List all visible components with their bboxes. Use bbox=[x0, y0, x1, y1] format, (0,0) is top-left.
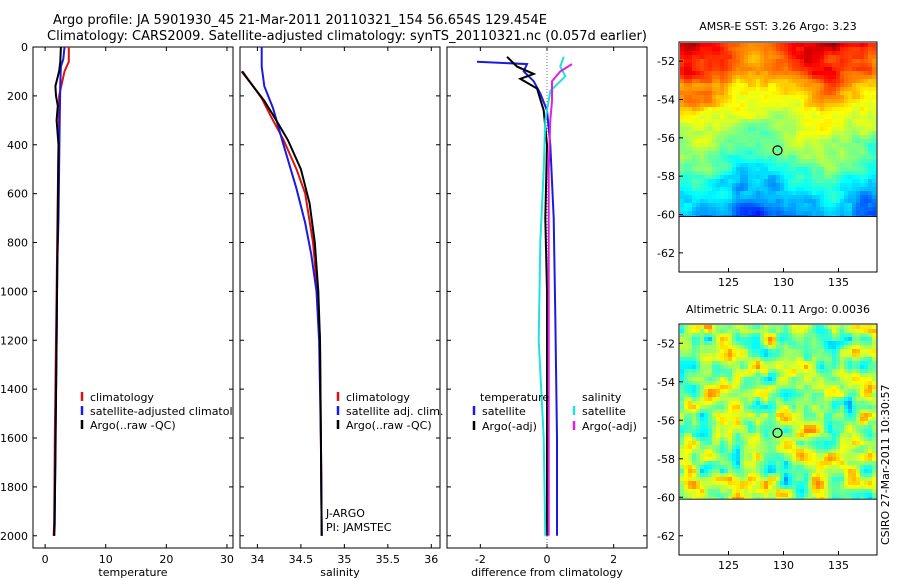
temperature-plot-frame bbox=[32, 46, 234, 549]
amsre-sst-ytick-label: -58 bbox=[657, 170, 675, 183]
depth-tick-label: 0 bbox=[21, 41, 28, 54]
temperature-legend-label: climatology bbox=[90, 391, 154, 404]
amsre-sst-map-title: AMSR-E SST: 3.26 Argo: 3.23 bbox=[699, 20, 857, 33]
depth-tick-label: 200 bbox=[7, 90, 28, 103]
difference-xtick-label: 2 bbox=[610, 553, 617, 566]
temperature-xtick-label: 0 bbox=[42, 553, 49, 566]
salinity-xtick-label: 34 bbox=[250, 553, 264, 566]
amsre-sst-ytick-label: -60 bbox=[657, 209, 675, 222]
salinity-series-3 bbox=[240, 70, 323, 536]
amsre-sst-xtick-label: 135 bbox=[828, 276, 849, 289]
salinity-xtick-label: 35.5 bbox=[376, 553, 401, 566]
altimetric-sla-heatmap-field bbox=[680, 325, 877, 500]
difference-legend-header-temperature: temperature bbox=[480, 391, 549, 404]
difference-xtick-label: -2 bbox=[475, 553, 486, 566]
float-program-annotation: J-ARGO bbox=[325, 507, 365, 520]
amsre-sst-xtick-label: 130 bbox=[773, 276, 794, 289]
temperature-xtick-label: 20 bbox=[159, 553, 173, 566]
amsre-sst-ytick-label: -52 bbox=[657, 55, 675, 68]
amsre-sst-float-position-marker bbox=[772, 145, 783, 156]
pi-annotation: PI: JAMSTEC bbox=[326, 521, 392, 534]
difference-legend-label: satellite bbox=[482, 405, 526, 418]
amsre-sst-ytick-label: -62 bbox=[657, 247, 675, 260]
temperature-xtick-label: 30 bbox=[220, 553, 234, 566]
salinity-legend-label: climatology bbox=[346, 391, 410, 404]
altimetric-sla-ytick-label: -52 bbox=[657, 337, 675, 350]
temperature-legend-label: Argo(..raw -QC) bbox=[90, 419, 176, 432]
depth-tick-label: 1200 bbox=[0, 334, 28, 347]
amsre-sst-ytick-label: -54 bbox=[657, 94, 675, 107]
salinity-xtick-label: 34.5 bbox=[289, 553, 314, 566]
amsre-sst-heatmap-field bbox=[680, 43, 877, 217]
altimetric-sla-ytick-label: -58 bbox=[657, 453, 675, 466]
salinity-plot-frame bbox=[239, 46, 441, 549]
depth-tick-label: 600 bbox=[7, 188, 28, 201]
salinity-xtick-label: 36 bbox=[424, 553, 438, 566]
depth-tick-label: 400 bbox=[7, 139, 28, 152]
difference-series-2 bbox=[506, 56, 549, 536]
salinity-legend-label: Argo(..raw -QC) bbox=[346, 419, 432, 432]
altimetric-sla-xtick-label: 125 bbox=[718, 559, 739, 572]
altimetric-sla-ytick-label: -54 bbox=[657, 376, 675, 389]
amsre-sst-ytick-label: -56 bbox=[657, 132, 675, 145]
depth-tick-label: 1400 bbox=[0, 383, 28, 396]
temperature-series-3 bbox=[53, 47, 62, 536]
salinity-xtick-label: 35 bbox=[337, 553, 351, 566]
difference-xlabel: difference from climatology bbox=[471, 566, 623, 579]
difference-series-4 bbox=[547, 63, 573, 536]
altimetric-sla-float-position-marker bbox=[772, 427, 783, 438]
temperature-xlabel: temperature bbox=[98, 566, 167, 579]
altimetric-sla-ytick-label: -62 bbox=[657, 530, 675, 543]
header-title-line1: Argo profile: JA 5901930_45 21-Mar-2011 … bbox=[53, 13, 547, 28]
difference-series-3 bbox=[537, 56, 567, 536]
depth-tick-label: 800 bbox=[7, 237, 28, 250]
depth-tick-label: 2000 bbox=[0, 530, 28, 543]
altimetric-sla-ytick-label: -60 bbox=[657, 491, 675, 504]
difference-legend-label: Argo(-adj) bbox=[582, 420, 637, 433]
temperature-legend-label: satellite-adjusted climatology bbox=[90, 405, 253, 418]
footer-credit: CSIRO 27-Mar-2011 10:30:57 bbox=[879, 384, 892, 545]
depth-tick-label: 1600 bbox=[0, 432, 28, 445]
difference-legend-label: satellite bbox=[582, 405, 626, 418]
altimetric-sla-ytick-label: -56 bbox=[657, 414, 675, 427]
salinity-xlabel: salinity bbox=[320, 566, 360, 579]
difference-xtick-label: 0 bbox=[544, 553, 551, 566]
difference-legend-header-salinity: salinity bbox=[582, 391, 622, 404]
temperature-xtick-label: 10 bbox=[99, 553, 113, 566]
altimetric-sla-map-title: Altimetric SLA: 0.11 Argo: 0.0036 bbox=[686, 303, 870, 316]
altimetric-sla-xtick-label: 135 bbox=[828, 559, 849, 572]
depth-tick-label: 1800 bbox=[0, 481, 28, 494]
header-title-line2: Climatology: CARS2009. Satellite-adjuste… bbox=[47, 29, 647, 44]
amsre-sst-xtick-label: 125 bbox=[718, 276, 739, 289]
difference-legend-label: Argo(-adj) bbox=[482, 420, 537, 433]
depth-tick-label: 1000 bbox=[0, 285, 28, 298]
altimetric-sla-xtick-label: 130 bbox=[773, 559, 794, 572]
salinity-legend-label: satellite adj. clim. bbox=[346, 405, 443, 418]
